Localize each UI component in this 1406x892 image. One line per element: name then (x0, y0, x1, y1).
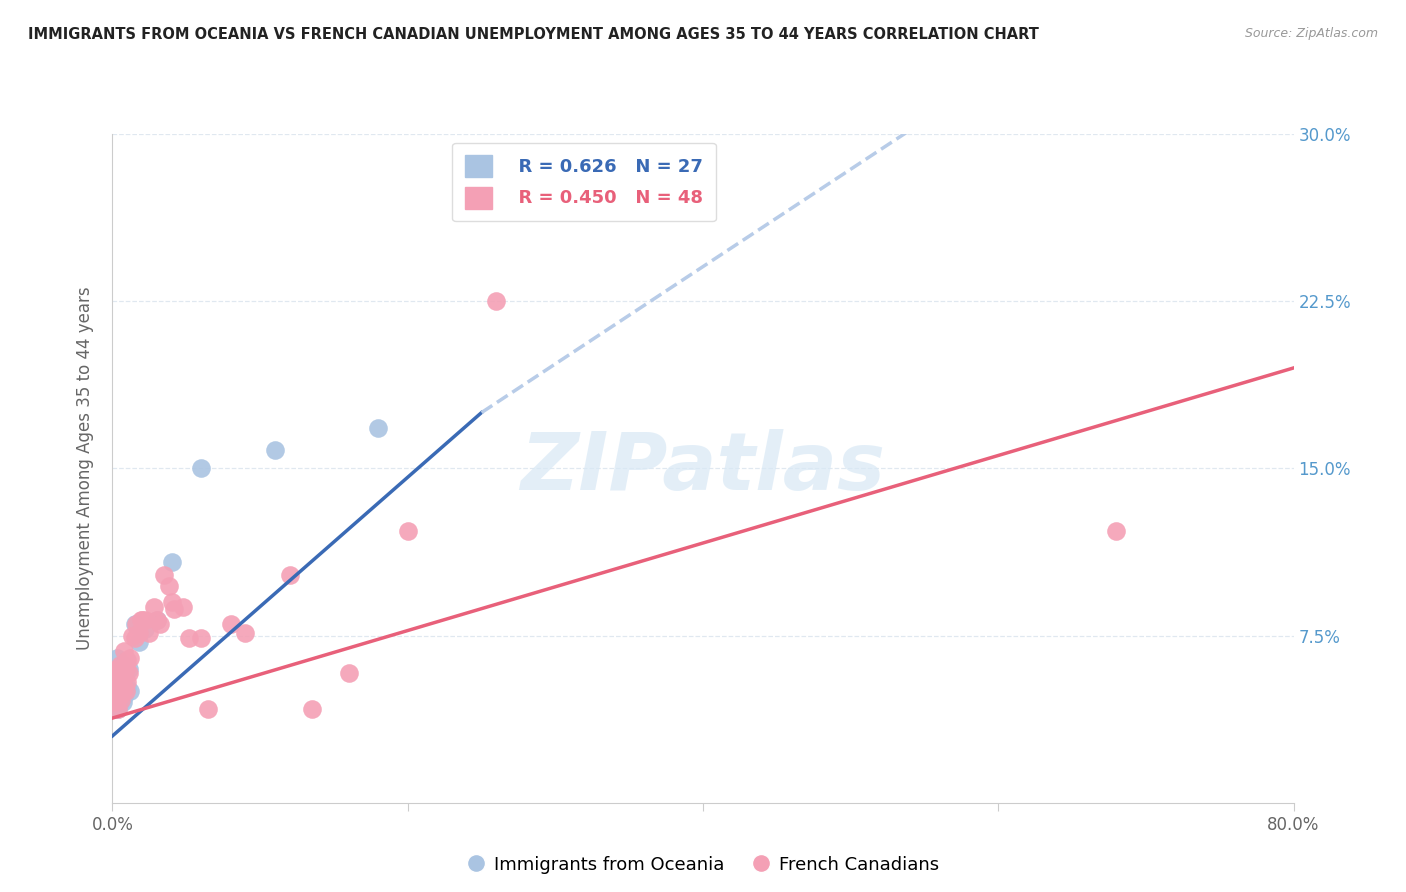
Point (110, 693, 132, 707)
Point (104, 696, 127, 710)
Text: ZIPatlas: ZIPatlas (520, 429, 886, 508)
Point (337, 666, 360, 681)
Point (138, 626, 160, 640)
Point (107, 702, 129, 716)
Text: Source: ZipAtlas.com: Source: ZipAtlas.com (1244, 27, 1378, 40)
Legend: Immigrants from Oceania, French Canadians: Immigrants from Oceania, French Canadian… (460, 848, 946, 880)
Point (264, 443, 287, 458)
Point (190, 461, 212, 475)
Point (172, 599, 194, 614)
Point (160, 595, 183, 609)
Point (117, 653, 138, 667)
Point (105, 651, 128, 665)
Point (107, 680, 129, 694)
Point (128, 626, 150, 640)
Point (118, 662, 141, 676)
Point (105, 689, 128, 703)
Point (153, 568, 176, 582)
Point (105, 662, 128, 676)
Point (149, 617, 172, 632)
Point (111, 673, 134, 688)
Point (112, 680, 135, 694)
Point (112, 689, 135, 703)
Point (134, 622, 156, 636)
Point (219, 617, 242, 632)
Point (117, 675, 138, 690)
Point (163, 602, 186, 616)
Point (104, 666, 127, 681)
Point (146, 613, 169, 627)
Point (108, 662, 131, 676)
Point (367, 421, 389, 435)
Point (124, 631, 146, 645)
Point (114, 662, 136, 676)
Point (114, 684, 136, 698)
Point (485, 294, 508, 309)
Point (157, 580, 180, 594)
Point (131, 613, 153, 627)
Point (124, 617, 146, 632)
Point (120, 684, 142, 698)
Point (103, 684, 125, 698)
Point (108, 673, 131, 688)
Point (278, 568, 301, 582)
Point (134, 613, 156, 627)
Point (301, 702, 323, 716)
Point (146, 613, 169, 627)
Point (233, 626, 256, 640)
Point (107, 702, 129, 716)
Point (108, 696, 131, 710)
Point (108, 689, 131, 703)
Point (160, 555, 183, 569)
Point (129, 613, 152, 627)
Point (118, 666, 141, 681)
Point (111, 684, 134, 698)
Point (110, 671, 132, 685)
Point (112, 657, 135, 672)
Point (396, 524, 419, 538)
Point (110, 666, 132, 681)
Point (112, 666, 135, 681)
Point (125, 617, 148, 632)
Point (108, 657, 131, 672)
Point (117, 680, 138, 694)
Point (1105, 524, 1128, 538)
Point (190, 631, 212, 645)
Point (179, 631, 201, 645)
Point (107, 684, 129, 698)
Y-axis label: Unemployment Among Ages 35 to 44 years: Unemployment Among Ages 35 to 44 years (76, 286, 94, 650)
Point (120, 651, 142, 665)
Point (110, 689, 132, 703)
Text: IMMIGRANTS FROM OCEANIA VS FRENCH CANADIAN UNEMPLOYMENT AMONG AGES 35 TO 44 YEAR: IMMIGRANTS FROM OCEANIA VS FRENCH CANADI… (28, 27, 1039, 42)
Point (114, 662, 136, 676)
Point (142, 599, 165, 614)
Point (128, 635, 150, 649)
Point (105, 684, 128, 698)
Point (112, 644, 135, 658)
Point (121, 628, 143, 642)
Point (197, 702, 219, 716)
Point (111, 657, 134, 672)
Point (111, 696, 134, 710)
Point (104, 662, 127, 676)
